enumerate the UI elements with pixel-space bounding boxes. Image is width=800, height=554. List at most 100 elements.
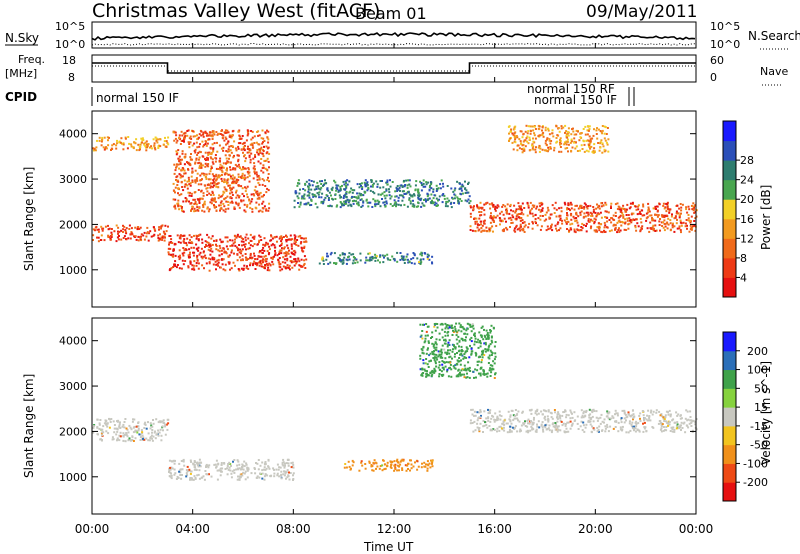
- echo-cell: [381, 192, 384, 195]
- echo-cell: [576, 229, 579, 232]
- echo-cell: [187, 254, 190, 257]
- echo-cell: [685, 206, 688, 209]
- echo-cell: [153, 431, 156, 434]
- echo-cell: [116, 139, 118, 142]
- echo-cell: [201, 257, 204, 260]
- echo-cell: [427, 464, 430, 467]
- echo-cell: [469, 422, 472, 425]
- echo-cell: [209, 186, 212, 189]
- echo-cell: [278, 250, 281, 253]
- echo-cell: [223, 173, 226, 176]
- echo-cell: [580, 229, 583, 232]
- echo-cell: [481, 356, 484, 359]
- echo-cell: [389, 179, 391, 182]
- echo-cell: [263, 179, 266, 182]
- echo-cell: [648, 210, 651, 213]
- echo-cell: [230, 464, 232, 467]
- echo-cell: [554, 224, 557, 227]
- echo-cell: [535, 222, 537, 224]
- echo-cell: [177, 192, 179, 195]
- echo-cell: [476, 206, 479, 209]
- echo-cell: [237, 475, 239, 478]
- echo-cell: [127, 439, 130, 442]
- echo-cell: [176, 184, 179, 186]
- echo-cell: [669, 413, 672, 416]
- echo-cell: [686, 211, 689, 214]
- echo-cell: [245, 463, 248, 466]
- echo-cell: [583, 207, 586, 210]
- echo-cell: [471, 229, 474, 232]
- echo-cell: [617, 430, 620, 433]
- echo-cell: [544, 415, 546, 418]
- echo-cell: [469, 419, 472, 422]
- echo-cell: [219, 163, 222, 166]
- echo-cell: [665, 410, 668, 413]
- echo-cell: [426, 467, 429, 470]
- echo-cell: [375, 467, 377, 470]
- echo-cell: [180, 169, 183, 172]
- echo-cell: [200, 197, 203, 200]
- echo-cell: [396, 459, 398, 462]
- echo-cell: [486, 201, 489, 204]
- echo-cell: [278, 237, 281, 240]
- echo-cell: [692, 419, 695, 422]
- echo-cell: [579, 213, 582, 216]
- echo-cell: [263, 159, 266, 162]
- echo-cell: [243, 174, 246, 177]
- echo-cell: [257, 181, 260, 184]
- echo-cell: [129, 237, 132, 240]
- echo-cell: [636, 222, 639, 225]
- echo-cell: [501, 205, 504, 208]
- echo-cell: [232, 167, 235, 170]
- echo-cell: [329, 261, 332, 264]
- echo-cell: [619, 426, 622, 429]
- echo-cell: [117, 232, 120, 235]
- echo-cell: [652, 224, 655, 227]
- echo-cell: [404, 258, 407, 261]
- echo-cell: [182, 247, 185, 249]
- echo-cell: [174, 260, 177, 263]
- echo-cell: [427, 366, 430, 368]
- echo-cell: [464, 187, 467, 190]
- echo-cell: [531, 207, 533, 210]
- echo-cell: [172, 182, 175, 185]
- echo-cell: [621, 428, 624, 431]
- echo-cell: [261, 152, 264, 155]
- echo-cell: [236, 165, 239, 168]
- echo-cell: [248, 199, 251, 202]
- echo-cell: [420, 189, 423, 192]
- echo-cell: [493, 428, 496, 431]
- echo-cell: [269, 239, 272, 242]
- echo-cell: [196, 172, 199, 175]
- echo-cell: [383, 468, 386, 471]
- echo-cell: [276, 240, 278, 243]
- echo-cell: [226, 179, 229, 182]
- echo-cell: [581, 222, 584, 225]
- echo-cell: [356, 197, 359, 200]
- echo-cell: [554, 201, 557, 204]
- echo-cell: [664, 206, 667, 209]
- echo-cell: [337, 190, 340, 193]
- echo-cell: [197, 239, 200, 242]
- echo-cell: [227, 148, 230, 151]
- echo-cell: [211, 186, 214, 189]
- echo-cell: [181, 468, 184, 471]
- echo-cell: [218, 250, 221, 253]
- echo-cell: [190, 153, 192, 155]
- echo-cell: [256, 263, 259, 266]
- echo-cell: [97, 240, 100, 243]
- echo-cell: [677, 413, 680, 416]
- echo-cell: [560, 210, 563, 213]
- echo-cell: [419, 199, 422, 202]
- echo-cell: [673, 225, 676, 228]
- echo-cell: [195, 141, 198, 144]
- echo-cell: [253, 162, 256, 165]
- echo-cell: [604, 139, 607, 142]
- echo-cell: [455, 322, 458, 325]
- echo-cell: [225, 162, 227, 165]
- echo-cell: [517, 419, 519, 422]
- colorbar-tick-label: 24: [740, 174, 754, 187]
- echo-cell: [546, 225, 549, 228]
- echo-cell: [190, 137, 193, 140]
- echo-cell: [229, 149, 232, 152]
